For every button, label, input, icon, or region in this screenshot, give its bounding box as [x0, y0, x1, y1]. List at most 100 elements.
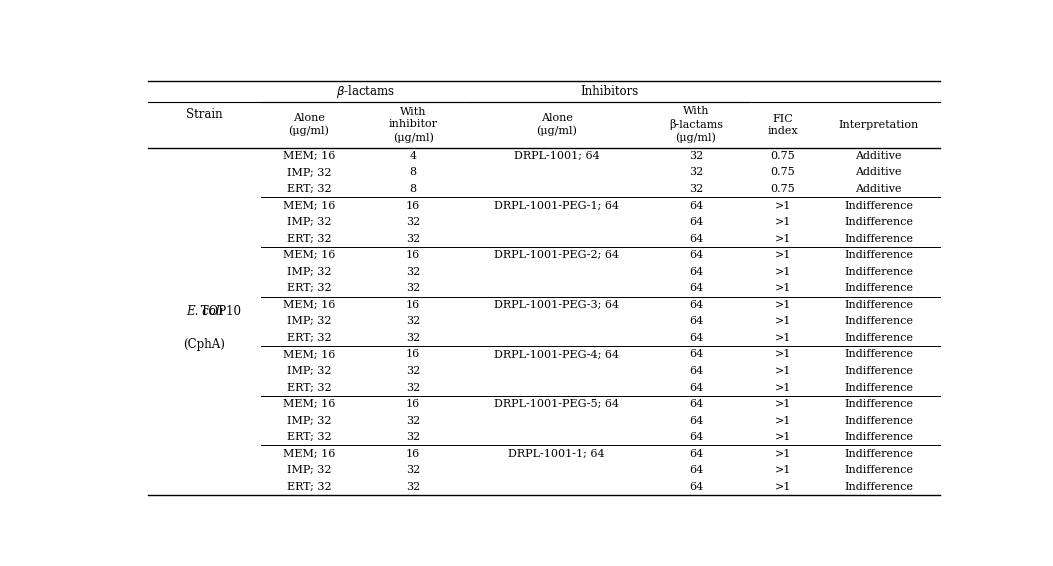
- Text: Indifference: Indifference: [845, 415, 913, 426]
- Text: 8: 8: [410, 168, 417, 178]
- Text: 64: 64: [689, 217, 703, 227]
- Text: DRPL-1001-PEG-3; 64: DRPL-1001-PEG-3; 64: [494, 300, 619, 310]
- Text: 32: 32: [689, 168, 703, 178]
- Text: DRPL-1001-PEG-1; 64: DRPL-1001-PEG-1; 64: [494, 200, 619, 211]
- Text: 0.75: 0.75: [771, 184, 795, 194]
- Text: >1: >1: [775, 415, 791, 426]
- Text: Indifference: Indifference: [845, 300, 913, 310]
- Text: 64: 64: [689, 399, 703, 409]
- Text: Indifference: Indifference: [845, 449, 913, 458]
- Text: 64: 64: [689, 316, 703, 327]
- Text: >1: >1: [775, 465, 791, 475]
- Text: DRPL-1001-PEG-4; 64: DRPL-1001-PEG-4; 64: [494, 349, 619, 359]
- Text: 32: 32: [406, 482, 420, 492]
- Text: MEM; 16: MEM; 16: [282, 300, 335, 310]
- Text: >1: >1: [775, 366, 791, 376]
- Text: 16: 16: [406, 250, 420, 260]
- Text: >1: >1: [775, 449, 791, 458]
- Text: 64: 64: [689, 383, 703, 392]
- Text: 0.75: 0.75: [771, 168, 795, 178]
- Text: >1: >1: [775, 200, 791, 211]
- Text: 32: 32: [406, 217, 420, 227]
- Text: IMP; 32: IMP; 32: [286, 415, 331, 426]
- Text: With
β-lactams
(μg/ml): With β-lactams (μg/ml): [669, 106, 723, 143]
- Text: MEM; 16: MEM; 16: [282, 349, 335, 359]
- Text: IMP; 32: IMP; 32: [286, 366, 331, 376]
- Text: Indifference: Indifference: [845, 316, 913, 327]
- Text: >1: >1: [775, 383, 791, 392]
- Text: 32: 32: [406, 383, 420, 392]
- Text: ERT; 32: ERT; 32: [286, 333, 332, 343]
- Text: 0.75: 0.75: [771, 151, 795, 161]
- Text: DRPL-1001; 64: DRPL-1001; 64: [514, 151, 599, 161]
- Text: DRPL-1001-1; 64: DRPL-1001-1; 64: [509, 449, 605, 458]
- Text: Additive: Additive: [855, 151, 902, 161]
- Text: Indifference: Indifference: [845, 267, 913, 277]
- Text: 16: 16: [406, 349, 420, 359]
- Text: $\beta$-lactams: $\beta$-lactams: [336, 83, 395, 100]
- Text: 4: 4: [410, 151, 417, 161]
- Text: IMP; 32: IMP; 32: [286, 168, 331, 178]
- Text: 8: 8: [410, 184, 417, 194]
- Text: Indifference: Indifference: [845, 283, 913, 293]
- Text: 32: 32: [406, 415, 420, 426]
- Text: IMP; 32: IMP; 32: [286, 316, 331, 327]
- Text: 64: 64: [689, 300, 703, 310]
- Text: 32: 32: [406, 465, 420, 475]
- Text: ERT; 32: ERT; 32: [286, 234, 332, 243]
- Text: 64: 64: [689, 415, 703, 426]
- Text: >1: >1: [775, 283, 791, 293]
- Text: Indifference: Indifference: [845, 217, 913, 227]
- Text: 64: 64: [689, 250, 703, 260]
- Text: 64: 64: [689, 234, 703, 243]
- Text: Indifference: Indifference: [845, 349, 913, 359]
- Text: 32: 32: [406, 316, 420, 327]
- Text: Indifference: Indifference: [845, 465, 913, 475]
- Text: MEM; 16: MEM; 16: [282, 399, 335, 409]
- Text: Indifference: Indifference: [845, 399, 913, 409]
- Text: Indifference: Indifference: [845, 383, 913, 392]
- Text: ERT; 32: ERT; 32: [286, 482, 332, 492]
- Text: 32: 32: [406, 432, 420, 442]
- Text: >1: >1: [775, 399, 791, 409]
- Text: ERT; 32: ERT; 32: [286, 283, 332, 293]
- Text: 32: 32: [406, 366, 420, 376]
- Text: >1: >1: [775, 333, 791, 343]
- Text: (CphA): (CphA): [183, 338, 225, 351]
- Text: ERT; 32: ERT; 32: [286, 432, 332, 442]
- Text: 64: 64: [689, 366, 703, 376]
- Text: 64: 64: [689, 449, 703, 458]
- Text: 64: 64: [689, 482, 703, 492]
- Text: DRPL-1001-PEG-5; 64: DRPL-1001-PEG-5; 64: [494, 399, 619, 409]
- Text: >1: >1: [775, 234, 791, 243]
- Text: Indifference: Indifference: [845, 200, 913, 211]
- Text: MEM; 16: MEM; 16: [282, 449, 335, 458]
- Text: DRPL-1001-PEG-2; 64: DRPL-1001-PEG-2; 64: [494, 250, 619, 260]
- Text: 32: 32: [406, 333, 420, 343]
- Text: >1: >1: [775, 217, 791, 227]
- Text: >1: >1: [775, 300, 791, 310]
- Text: MEM; 16: MEM; 16: [282, 200, 335, 211]
- Text: 64: 64: [689, 267, 703, 277]
- Text: >1: >1: [775, 250, 791, 260]
- Text: 64: 64: [689, 283, 703, 293]
- Text: Indifference: Indifference: [845, 234, 913, 243]
- Text: Indifference: Indifference: [845, 482, 913, 492]
- Text: 64: 64: [689, 349, 703, 359]
- Text: >1: >1: [775, 267, 791, 277]
- Text: ERT; 32: ERT; 32: [286, 383, 332, 392]
- Text: IMP; 32: IMP; 32: [286, 465, 331, 475]
- Text: TOP10: TOP10: [167, 305, 241, 318]
- Text: 16: 16: [406, 300, 420, 310]
- Text: Inhibitors: Inhibitors: [580, 85, 638, 98]
- Text: 32: 32: [406, 234, 420, 243]
- Text: IMP; 32: IMP; 32: [286, 217, 331, 227]
- Text: Indifference: Indifference: [845, 333, 913, 343]
- Text: Strain: Strain: [186, 108, 223, 121]
- Text: ERT; 32: ERT; 32: [286, 184, 332, 194]
- Text: FIC
index: FIC index: [768, 114, 798, 136]
- Text: Additive: Additive: [855, 168, 902, 178]
- Text: 64: 64: [689, 465, 703, 475]
- Text: 32: 32: [406, 283, 420, 293]
- Text: 16: 16: [406, 399, 420, 409]
